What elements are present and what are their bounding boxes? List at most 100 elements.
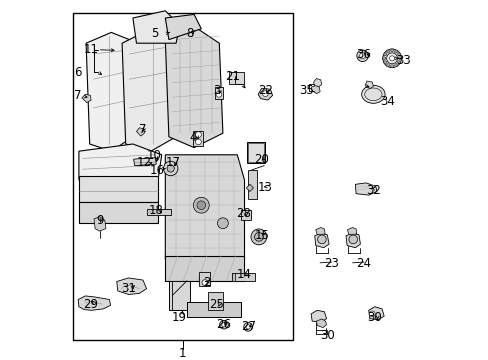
Text: 8: 8 [186, 27, 193, 40]
Text: 6: 6 [74, 66, 82, 79]
Polygon shape [86, 32, 133, 151]
Polygon shape [246, 184, 253, 192]
Polygon shape [165, 155, 244, 259]
Circle shape [195, 139, 201, 145]
Circle shape [359, 53, 365, 59]
Polygon shape [165, 256, 244, 281]
Polygon shape [314, 233, 328, 248]
Text: 25: 25 [208, 298, 224, 311]
Text: 16: 16 [150, 165, 164, 177]
Circle shape [397, 53, 400, 56]
Circle shape [368, 311, 374, 317]
Circle shape [383, 61, 386, 64]
Circle shape [398, 57, 401, 60]
Circle shape [390, 49, 393, 52]
Bar [247, 142, 264, 163]
Bar [73, 13, 292, 340]
Text: 4: 4 [189, 131, 197, 144]
Circle shape [397, 61, 400, 64]
Polygon shape [258, 88, 272, 100]
Circle shape [167, 165, 174, 172]
Text: 9: 9 [96, 214, 103, 227]
Circle shape [394, 50, 397, 53]
Text: 1: 1 [179, 347, 186, 360]
Bar [208, 292, 223, 310]
Polygon shape [313, 78, 321, 87]
Circle shape [386, 64, 389, 67]
Text: 5: 5 [151, 27, 159, 40]
Polygon shape [122, 29, 176, 151]
Text: 24: 24 [356, 257, 371, 270]
Text: 7: 7 [139, 123, 146, 136]
Polygon shape [368, 307, 384, 320]
Polygon shape [315, 228, 325, 235]
Text: 26: 26 [216, 318, 231, 331]
Polygon shape [310, 86, 320, 94]
Circle shape [348, 235, 357, 244]
Polygon shape [133, 158, 156, 166]
Text: 31: 31 [121, 282, 136, 295]
Text: 23: 23 [324, 257, 338, 270]
Text: 30: 30 [320, 329, 335, 342]
Polygon shape [133, 11, 179, 43]
Polygon shape [355, 183, 376, 195]
Circle shape [244, 323, 252, 331]
Text: 35: 35 [299, 84, 313, 97]
Circle shape [254, 233, 263, 241]
Text: 29: 29 [83, 298, 98, 311]
Bar [186, 302, 241, 317]
Polygon shape [78, 296, 110, 310]
Polygon shape [94, 217, 106, 231]
Text: 18: 18 [148, 204, 163, 217]
Circle shape [386, 50, 389, 53]
Circle shape [390, 65, 393, 68]
Bar [168, 281, 190, 310]
Text: 2: 2 [203, 276, 210, 289]
Text: 28: 28 [236, 207, 251, 220]
Text: 20: 20 [254, 153, 269, 166]
Polygon shape [81, 94, 91, 103]
Polygon shape [346, 233, 360, 248]
Circle shape [193, 197, 209, 213]
Circle shape [262, 91, 268, 96]
Circle shape [216, 91, 222, 97]
Circle shape [317, 235, 325, 244]
Bar [231, 273, 235, 281]
Text: 19: 19 [171, 311, 186, 324]
Circle shape [250, 229, 266, 245]
Bar [229, 72, 244, 84]
Polygon shape [310, 310, 326, 322]
Bar [231, 273, 255, 281]
Circle shape [222, 323, 225, 327]
Polygon shape [79, 144, 162, 180]
Text: 30: 30 [366, 311, 382, 324]
Text: 11: 11 [84, 43, 99, 56]
Polygon shape [165, 14, 201, 40]
Polygon shape [165, 29, 223, 148]
Circle shape [217, 218, 228, 229]
Circle shape [383, 53, 386, 56]
Circle shape [219, 320, 228, 329]
Text: 32: 32 [365, 184, 380, 197]
Circle shape [197, 201, 205, 210]
Text: 33: 33 [395, 54, 410, 67]
Bar [247, 143, 264, 162]
Text: 14: 14 [236, 268, 251, 281]
Bar [247, 170, 257, 199]
Polygon shape [316, 319, 326, 328]
Circle shape [195, 132, 201, 138]
Circle shape [382, 49, 401, 68]
Text: 10: 10 [146, 149, 161, 162]
Bar [241, 210, 250, 220]
Polygon shape [79, 202, 158, 223]
Text: 34: 34 [380, 95, 394, 108]
Circle shape [163, 161, 178, 176]
Circle shape [394, 64, 397, 67]
Polygon shape [347, 228, 356, 235]
Text: 13: 13 [257, 181, 272, 194]
Text: 7: 7 [74, 89, 82, 102]
Circle shape [245, 325, 250, 329]
Text: 36: 36 [356, 48, 371, 61]
Polygon shape [117, 278, 146, 294]
Polygon shape [365, 81, 373, 89]
